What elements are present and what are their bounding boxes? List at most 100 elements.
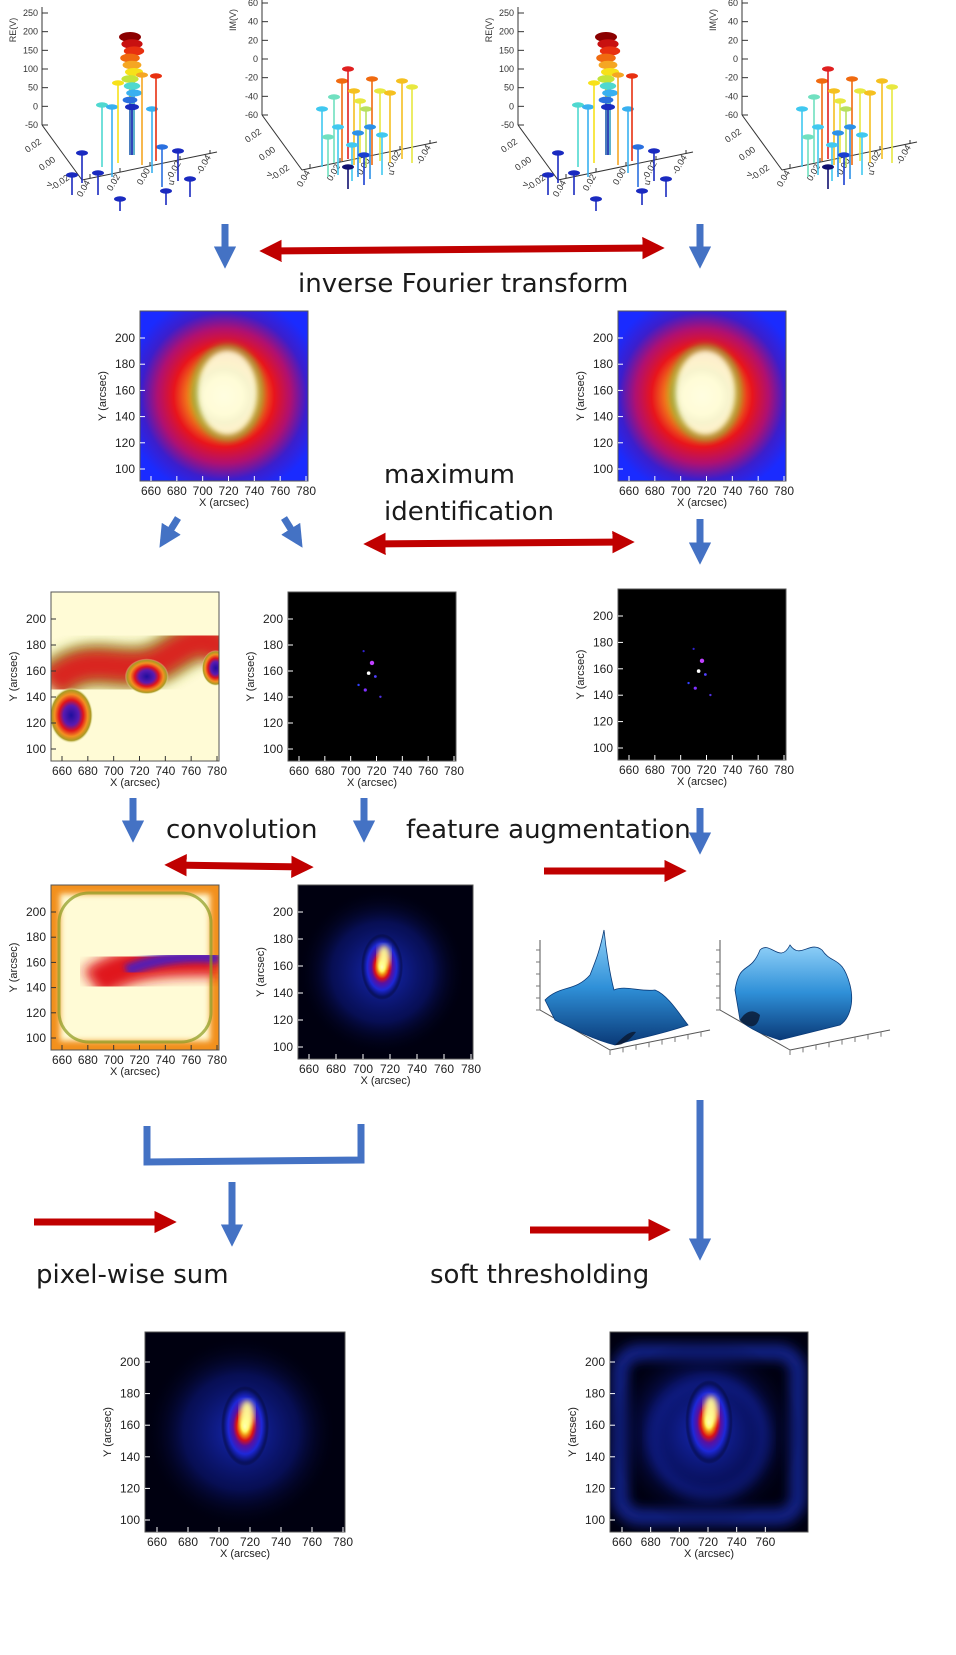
z-tick-label: 50 (504, 83, 514, 93)
z-tick-label: 40 (248, 17, 258, 27)
ift-image-right: 200 180 160 140 120 100 660 680 700 720 740 760 780 X… (575, 310, 794, 509)
x-tick-label: 680 (326, 1062, 346, 1076)
panel-image (288, 592, 456, 761)
visibility-marker (376, 132, 388, 138)
visibility-marker (808, 94, 820, 100)
x-axis-title: X (arcsec) (110, 777, 160, 789)
z-tick-label: 20 (728, 35, 738, 45)
x-tick-label: 780 (444, 764, 464, 778)
visibility-marker (125, 103, 139, 111)
y-axis-title: Y (arcsec) (97, 371, 109, 421)
y-tick-label: 180 (26, 930, 46, 944)
x-tick-label: 720 (218, 484, 238, 498)
v-tick-label: 0.02 (23, 136, 43, 154)
visibility-marker (812, 124, 824, 130)
v-tick-label: 0.02 (499, 136, 519, 154)
flow-arrow (159, 516, 181, 548)
v-tick-label: -0.02 (269, 162, 292, 182)
x-tick-label: 780 (461, 1062, 481, 1076)
y-tick-label: 180 (115, 357, 135, 371)
v-axis-title: v (44, 180, 55, 187)
z-tick-label: 20 (248, 35, 258, 45)
y-tick-label: 200 (263, 612, 283, 626)
y-tick-label: 120 (120, 1481, 140, 1495)
visibility-marker (122, 60, 142, 70)
visibility-marker (328, 94, 340, 100)
x-tick-label: 680 (315, 764, 335, 778)
surface-plot-right (716, 940, 891, 1055)
visibility-marker (816, 78, 828, 84)
x-tick-label: 700 (104, 1053, 124, 1067)
y-tick-label: 180 (26, 638, 46, 652)
identified-maximum (357, 683, 360, 687)
x-tick-label: 740 (155, 764, 175, 778)
visibility-marker (828, 88, 840, 94)
z-axis-title: IM(V) (228, 9, 238, 31)
x-axis-title: X (arcsec) (220, 1548, 270, 1560)
identified-maximum (373, 675, 377, 678)
visibility-marker (588, 80, 600, 86)
y-tick-label: 200 (593, 609, 613, 623)
label-convolution: convolution (166, 815, 317, 845)
v-axis-title: v (264, 170, 275, 177)
panel-frame (617, 310, 787, 482)
z-tick-label: 0 (509, 101, 514, 111)
y-tick-label: 160 (263, 664, 283, 678)
y-tick-label: 160 (273, 959, 293, 973)
y-tick-label: 120 (263, 716, 283, 730)
visibility-marker (838, 152, 850, 158)
visibility-marker (374, 88, 386, 94)
x-tick-label: 780 (774, 484, 794, 498)
x-tick-label: 740 (407, 1062, 427, 1076)
visibility-marker (596, 53, 616, 63)
x-tick-label: 740 (392, 764, 412, 778)
identified-maximum (692, 647, 695, 650)
z-tick-label: 0 (33, 101, 38, 111)
panel-image (610, 1332, 808, 1532)
panel-frame (139, 310, 309, 482)
y-tick-label: 140 (593, 410, 613, 424)
v-axis-title: v (744, 170, 755, 177)
y-tick-label: 200 (273, 905, 293, 919)
x-tick-label: 700 (209, 1535, 229, 1549)
pixel-wise-sum-image: 200 180 160 140 120 100 660 680 700 720 740 760 780 X… (102, 1331, 353, 1560)
visibility-imag-left: 6040200-20-40-600.040.020.00-0.02-0.040.… (228, 0, 438, 189)
u-axis-title: u (166, 179, 177, 186)
y-tick-label: 100 (263, 742, 283, 756)
panel-frame (144, 1331, 346, 1533)
z-tick-label: 0 (733, 54, 738, 64)
u-tick-label: 0.04 (75, 178, 92, 198)
y-tick-label: 100 (273, 1040, 293, 1054)
intensity-core (673, 348, 738, 437)
label-identification: identification (384, 497, 554, 527)
x-tick-label: 720 (380, 1062, 400, 1076)
peak-core (377, 945, 391, 968)
visibility-marker (366, 76, 378, 82)
x-axis (609, 1029, 711, 1051)
x-tick-label: 760 (748, 763, 768, 777)
x-axis-title: X (arcsec) (677, 776, 727, 788)
y-tick-label: 160 (26, 664, 46, 678)
y-tick-label: 100 (593, 741, 613, 755)
identified-maximum (693, 686, 697, 690)
y-tick-label: 200 (115, 331, 135, 345)
y-tick-label: 180 (120, 1387, 140, 1401)
y-tick-label: 120 (593, 436, 613, 450)
visibility-marker (599, 46, 621, 56)
visibility-marker (76, 150, 88, 156)
visibility-marker (832, 130, 844, 136)
visibility-marker (632, 144, 644, 150)
y-tick-label: 120 (273, 1013, 293, 1027)
visibility-marker (626, 73, 638, 79)
visibility-marker (598, 96, 614, 104)
x-tick-label: 700 (353, 1062, 373, 1076)
z-tick-label: 250 (499, 8, 514, 18)
y-tick-label: 160 (26, 955, 46, 969)
y-tick-label: 140 (273, 986, 293, 1000)
visibility-marker (316, 106, 328, 112)
x-tick-label: 760 (748, 484, 768, 498)
z-tick-label: 100 (23, 64, 38, 74)
x-tick-label: 700 (341, 764, 361, 778)
visibility-marker (384, 90, 396, 96)
visibility-marker (352, 130, 364, 136)
